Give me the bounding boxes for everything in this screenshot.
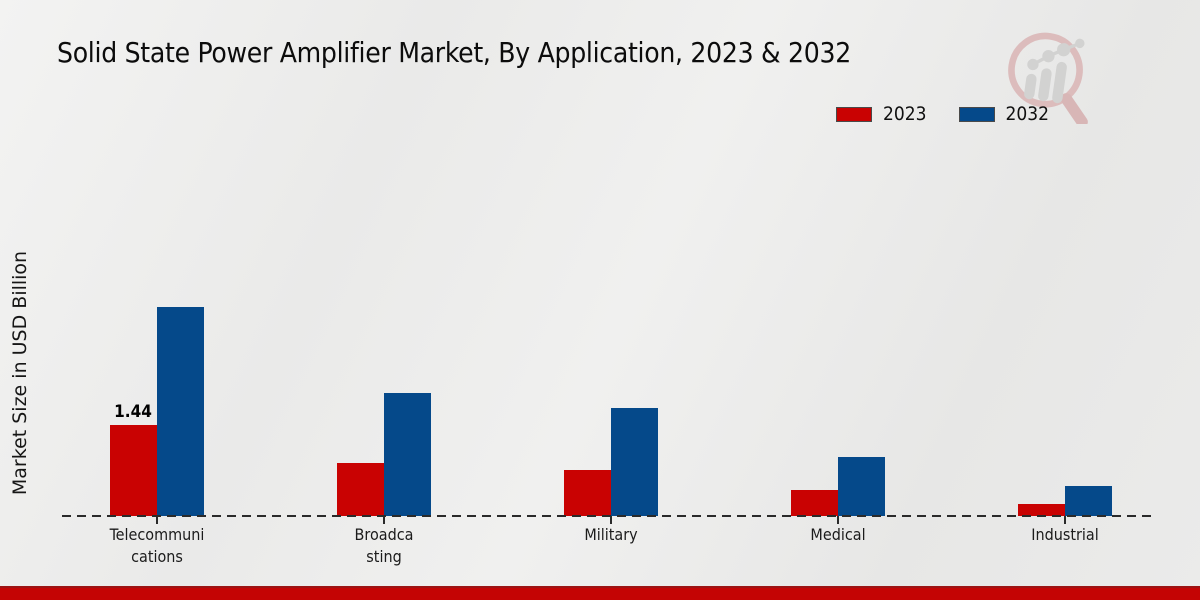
bar-2023-telecommunications	[110, 425, 157, 516]
x-axis-baseline	[62, 515, 1153, 517]
bar-2032-military	[611, 408, 658, 516]
legend-item-2023: 2023	[836, 103, 927, 125]
x-axis-label-telecommunications: Telecommuni cations	[109, 525, 205, 566]
bar-2032-telecommunications	[157, 307, 204, 516]
legend-swatch-2032	[958, 106, 995, 122]
legend-label-2032: 2032	[1005, 103, 1050, 125]
bar-2023-medical	[791, 490, 838, 516]
bar-2032-industrial	[1065, 486, 1112, 516]
x-axis-tick-military	[610, 516, 612, 524]
x-axis-label-industrial: Industrial	[1031, 525, 1099, 544]
bar-2023-broadcasting	[337, 463, 384, 516]
bar-value-label-2023-telecommunications: 1.44	[114, 402, 152, 422]
x-axis-label-broadcasting: Broadca sting	[354, 525, 414, 566]
x-axis-label-military: Military	[584, 525, 638, 544]
x-axis-tick-broadcasting	[383, 516, 385, 524]
legend-label-2023: 2023	[883, 103, 927, 125]
legend: 2023 2032	[836, 103, 1049, 125]
y-axis-label: Market Size in USD Billion	[9, 250, 31, 496]
magnifier-icon	[1008, 32, 1088, 124]
bar-2023-military	[564, 470, 611, 516]
bar-2032-medical	[838, 457, 885, 516]
x-axis-tick-industrial	[1064, 516, 1066, 524]
x-axis-tick-telecommunications	[156, 516, 158, 524]
legend-swatch-2023	[836, 106, 872, 122]
bar-2023-industrial	[1018, 504, 1065, 516]
x-axis-tick-medical	[837, 516, 839, 524]
legend-item-2032: 2032	[958, 103, 1050, 125]
bar-2032-broadcasting	[384, 393, 431, 516]
x-axis-label-medical: Medical	[810, 525, 866, 544]
chart-title: Solid State Power Amplifier Market, By A…	[57, 36, 851, 69]
footer-accent-stripe	[0, 586, 1200, 600]
market-research-magnifier-logo	[1008, 32, 1088, 124]
